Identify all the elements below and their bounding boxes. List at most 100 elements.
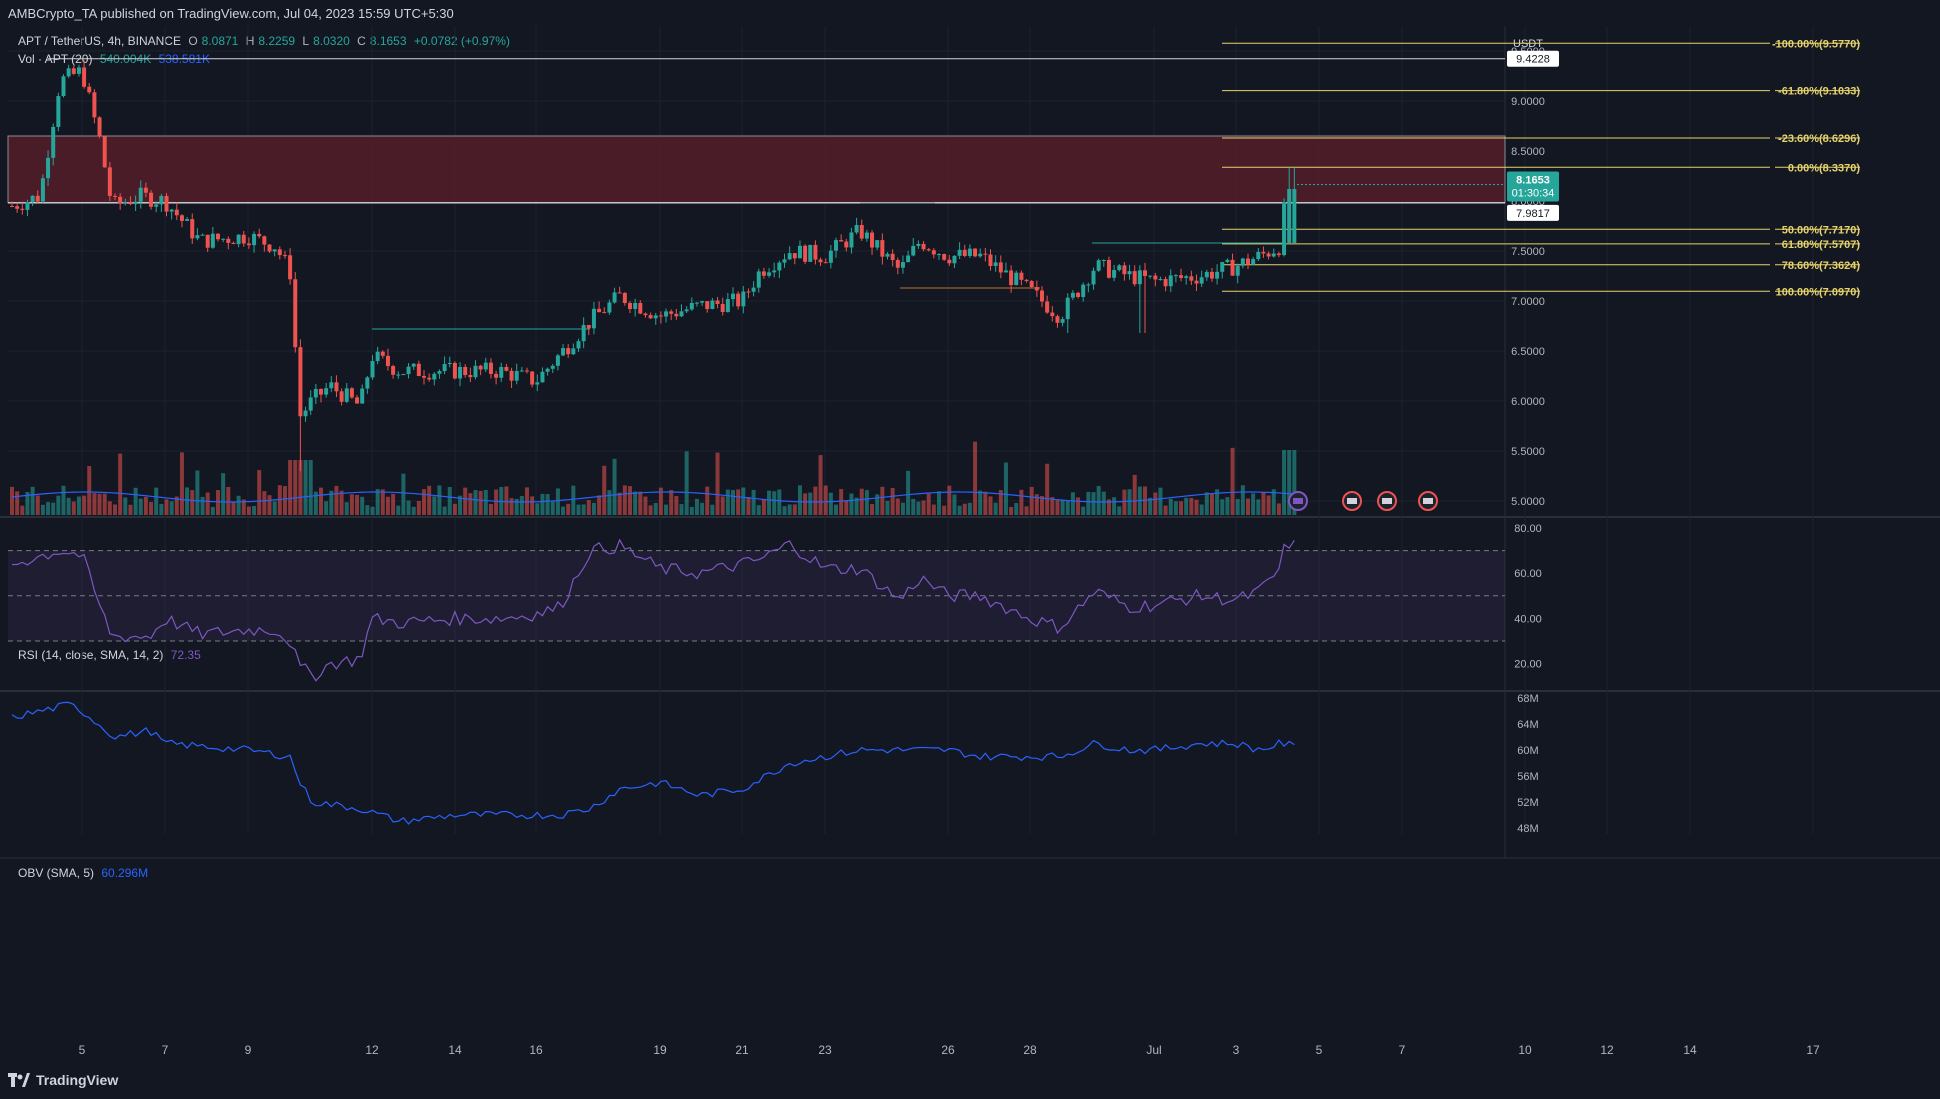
candle-body[interactable]	[931, 250, 936, 255]
candle-body[interactable]	[566, 348, 571, 355]
candle-body[interactable]	[880, 240, 885, 257]
candle-body[interactable]	[20, 208, 25, 210]
candle-body[interactable]	[1055, 316, 1060, 323]
candle-body[interactable]	[442, 364, 447, 372]
candle-body[interactable]	[432, 373, 437, 380]
candle-body[interactable]	[174, 209, 179, 216]
candle-body[interactable]	[674, 313, 679, 317]
candle-body[interactable]	[1158, 279, 1163, 281]
candle-body[interactable]	[973, 248, 978, 257]
candle-body[interactable]	[1173, 275, 1178, 277]
candle-body[interactable]	[123, 202, 128, 204]
rsi-line[interactable]	[11, 538, 1295, 682]
candle-body[interactable]	[1261, 251, 1266, 254]
candle-body[interactable]	[92, 92, 97, 118]
candle-body[interactable]	[823, 262, 828, 264]
candle-body[interactable]	[725, 299, 730, 312]
candle-body[interactable]	[828, 250, 833, 263]
candle-body[interactable]	[138, 187, 143, 202]
candle-body[interactable]	[993, 262, 998, 266]
candle-body[interactable]	[1019, 272, 1024, 280]
candle-body[interactable]	[303, 410, 308, 417]
candle-body[interactable]	[561, 348, 566, 356]
candle-body[interactable]	[468, 375, 473, 378]
candle-body[interactable]	[190, 219, 195, 239]
candle-body[interactable]	[1060, 319, 1065, 323]
last-price-badge[interactable]	[1507, 171, 1559, 202]
candle-body[interactable]	[1225, 259, 1230, 263]
candle-body[interactable]	[1251, 259, 1256, 265]
candle-body[interactable]	[1220, 262, 1225, 272]
candle-body[interactable]	[1112, 270, 1117, 278]
candle-body[interactable]	[76, 67, 81, 74]
candle-body[interactable]	[56, 96, 61, 127]
candle-body[interactable]	[622, 292, 627, 304]
candle-body[interactable]	[576, 341, 581, 349]
zone-price-badge[interactable]	[1507, 204, 1559, 221]
candle-body[interactable]	[1117, 265, 1122, 271]
candle-body[interactable]	[818, 259, 823, 263]
candle-body[interactable]	[937, 254, 941, 256]
candle-body[interactable]	[736, 293, 741, 307]
candle-body[interactable]	[586, 324, 591, 329]
candle-body[interactable]	[252, 233, 257, 246]
candle-body[interactable]	[66, 68, 71, 77]
candle-body[interactable]	[854, 225, 859, 233]
candle-body[interactable]	[61, 76, 66, 97]
candle-body[interactable]	[241, 234, 246, 244]
high-price-badge[interactable]	[1507, 50, 1559, 67]
candle-body[interactable]	[1271, 253, 1276, 257]
candle-body[interactable]	[638, 302, 643, 314]
candle-body[interactable]	[87, 86, 92, 93]
candle-body[interactable]	[406, 366, 411, 375]
candle-body[interactable]	[957, 249, 962, 256]
candle-body[interactable]	[277, 249, 282, 256]
candle-body[interactable]	[159, 195, 164, 205]
candle-body[interactable]	[231, 242, 236, 245]
candle-body[interactable]	[169, 209, 174, 212]
candle-body[interactable]	[143, 187, 148, 193]
candle-body[interactable]	[1081, 284, 1086, 297]
candle-body[interactable]	[458, 366, 463, 379]
candle-body[interactable]	[298, 347, 303, 417]
candle-body[interactable]	[288, 255, 293, 280]
candle-body[interactable]	[226, 238, 231, 243]
candle-body[interactable]	[1189, 276, 1194, 281]
candle-body[interactable]	[679, 311, 684, 317]
candle-body[interactable]	[102, 136, 107, 168]
candle-body[interactable]	[525, 370, 529, 372]
candle-body[interactable]	[1184, 276, 1189, 278]
candle-body[interactable]	[1199, 277, 1204, 284]
candle-body[interactable]	[952, 255, 957, 264]
candle-body[interactable]	[1009, 270, 1014, 286]
candle-body[interactable]	[71, 68, 76, 74]
candle-body[interactable]	[200, 234, 205, 236]
candle-body[interactable]	[1215, 271, 1220, 279]
candle-body[interactable]	[488, 362, 493, 374]
candle-body[interactable]	[669, 311, 674, 314]
candle-body[interactable]	[185, 219, 190, 221]
candle-body[interactable]	[1204, 271, 1209, 278]
candle-body[interactable]	[1091, 270, 1096, 285]
candle-body[interactable]	[1292, 189, 1297, 243]
candle-body[interactable]	[1230, 259, 1235, 276]
supply-zone[interactable]	[7, 135, 1506, 204]
candle-body[interactable]	[782, 259, 787, 263]
candle-body[interactable]	[1132, 271, 1137, 285]
candle-body[interactable]	[906, 255, 911, 263]
candle-body[interactable]	[282, 255, 287, 257]
candle-body[interactable]	[422, 375, 426, 378]
candle-body[interactable]	[499, 366, 504, 378]
candle-body[interactable]	[715, 300, 720, 304]
candle-body[interactable]	[1076, 292, 1081, 297]
candle-body[interactable]	[334, 382, 339, 392]
candle-body[interactable]	[164, 195, 169, 212]
candle-body[interactable]	[355, 397, 360, 404]
candle-body[interactable]	[911, 245, 916, 256]
candle-body[interactable]	[808, 244, 813, 262]
candle-body[interactable]	[391, 366, 396, 375]
candle-body[interactable]	[257, 233, 262, 237]
candle-body[interactable]	[221, 238, 226, 240]
candle-body[interactable]	[46, 157, 51, 179]
